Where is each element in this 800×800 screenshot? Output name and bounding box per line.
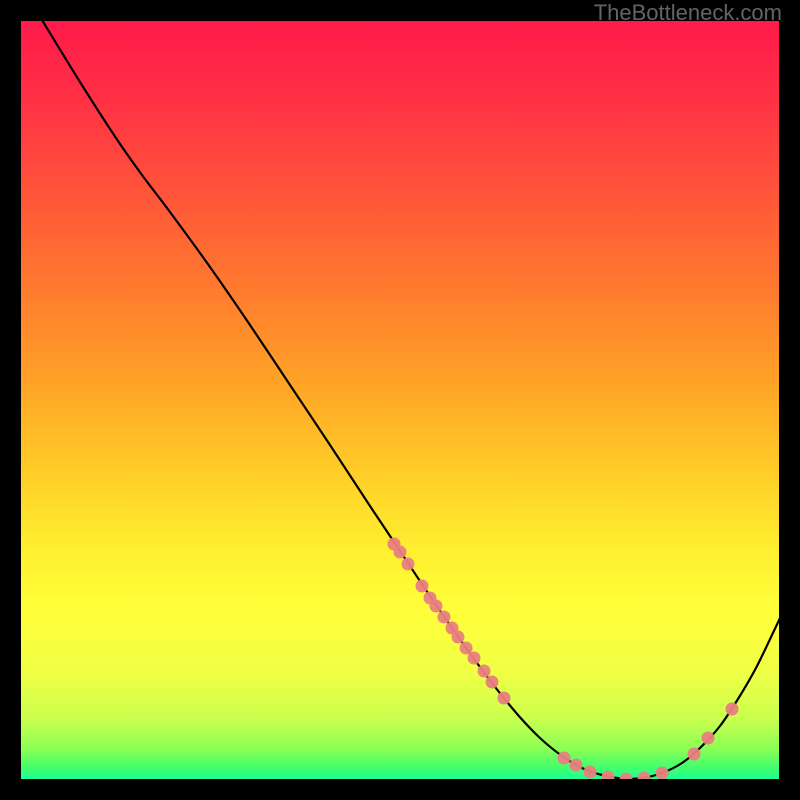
data-marker	[468, 652, 481, 665]
watermark-text: TheBottleneck.com	[594, 0, 782, 26]
data-marker	[438, 611, 451, 624]
data-marker	[486, 676, 499, 689]
data-marker	[478, 665, 491, 678]
data-marker	[558, 752, 571, 765]
data-marker	[702, 732, 715, 745]
data-marker	[394, 546, 407, 559]
data-marker	[430, 600, 443, 613]
chart-background	[20, 20, 780, 780]
data-marker	[416, 580, 429, 593]
data-marker	[452, 631, 465, 644]
data-marker	[726, 703, 739, 716]
data-marker	[402, 558, 415, 571]
data-marker	[656, 767, 669, 780]
bottleneck-chart	[0, 0, 800, 800]
data-marker	[688, 748, 701, 761]
data-marker	[570, 759, 583, 772]
data-marker	[498, 692, 511, 705]
data-marker	[602, 771, 615, 784]
data-marker	[584, 766, 597, 779]
data-marker	[638, 772, 651, 785]
